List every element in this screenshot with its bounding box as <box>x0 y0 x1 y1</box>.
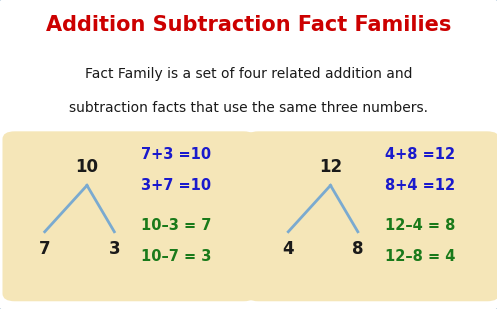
Text: 3+7 =10: 3+7 =10 <box>141 178 212 193</box>
Text: 7: 7 <box>39 240 51 258</box>
Text: 4+8 =12: 4+8 =12 <box>385 147 455 162</box>
Text: 4: 4 <box>282 240 294 258</box>
Text: 10–3 = 7: 10–3 = 7 <box>141 218 212 233</box>
FancyBboxPatch shape <box>2 131 256 301</box>
Text: subtraction facts that use the same three numbers.: subtraction facts that use the same thre… <box>69 101 428 115</box>
Text: 7+3 =10: 7+3 =10 <box>141 147 212 162</box>
Text: 10: 10 <box>76 158 98 176</box>
Text: Addition Subtraction Fact Families: Addition Subtraction Fact Families <box>46 15 451 35</box>
Text: 3: 3 <box>108 240 120 258</box>
Text: 10–7 = 3: 10–7 = 3 <box>141 249 212 264</box>
Text: 12: 12 <box>319 158 342 176</box>
Text: 12–4 = 8: 12–4 = 8 <box>385 218 455 233</box>
Text: 8+4 =12: 8+4 =12 <box>385 178 455 193</box>
Text: 12–8 = 4: 12–8 = 4 <box>385 249 455 264</box>
Text: Fact Family is a set of four related addition and: Fact Family is a set of four related add… <box>85 67 412 81</box>
Text: 8: 8 <box>352 240 364 258</box>
FancyBboxPatch shape <box>246 131 497 301</box>
